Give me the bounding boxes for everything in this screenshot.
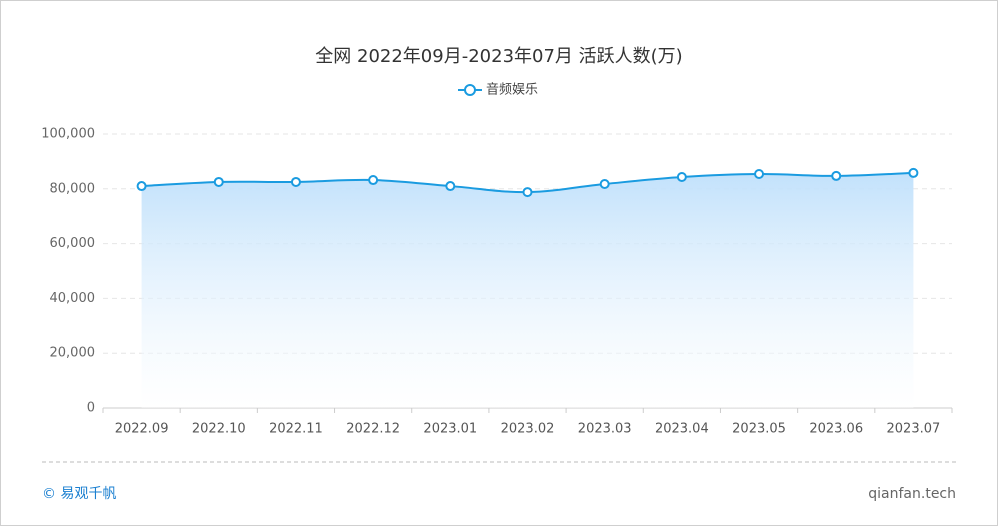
x-tick-label: 2022.09 [115,422,169,437]
x-tick-label: 2022.11 [269,422,323,437]
point [908,167,919,178]
point [368,175,379,186]
y-tick-label: 0 [87,401,95,416]
x-tick-label: 2023.04 [655,422,709,437]
point [676,172,687,183]
footer-brand: © 易观千帆 [42,486,116,502]
point [290,176,301,187]
x-tick-label: 2022.12 [346,422,400,437]
legend-label: 音频娱乐 [486,82,538,98]
chart-title: 全网 2022年09月-2023年07月 活跃人数(万) [315,46,682,67]
y-tick-label: 60,000 [50,236,96,251]
y-tick-label: 20,000 [50,346,96,361]
point [754,169,765,180]
y-tick-label: 40,000 [50,291,96,306]
point [599,179,610,190]
point [522,187,533,198]
x-tick-label: 2023.03 [578,422,632,437]
x-tick-label: 2023.01 [423,422,477,437]
y-tick-label: 100,000 [41,127,95,142]
legend-marker [464,84,476,96]
area [141,172,914,408]
footer-site: qianfan.tech [868,486,956,502]
point [831,170,842,181]
x-tick-label: 2023.05 [732,422,786,437]
x-tick-label: 2022.10 [192,422,246,437]
point [445,181,456,192]
x-tick-label: 2023.02 [501,422,555,437]
x-tick-label: 2023.07 [887,422,941,437]
point [213,176,224,187]
point [136,181,147,192]
x-tick-label: 2023.06 [809,422,863,437]
y-tick-label: 80,000 [50,181,96,196]
